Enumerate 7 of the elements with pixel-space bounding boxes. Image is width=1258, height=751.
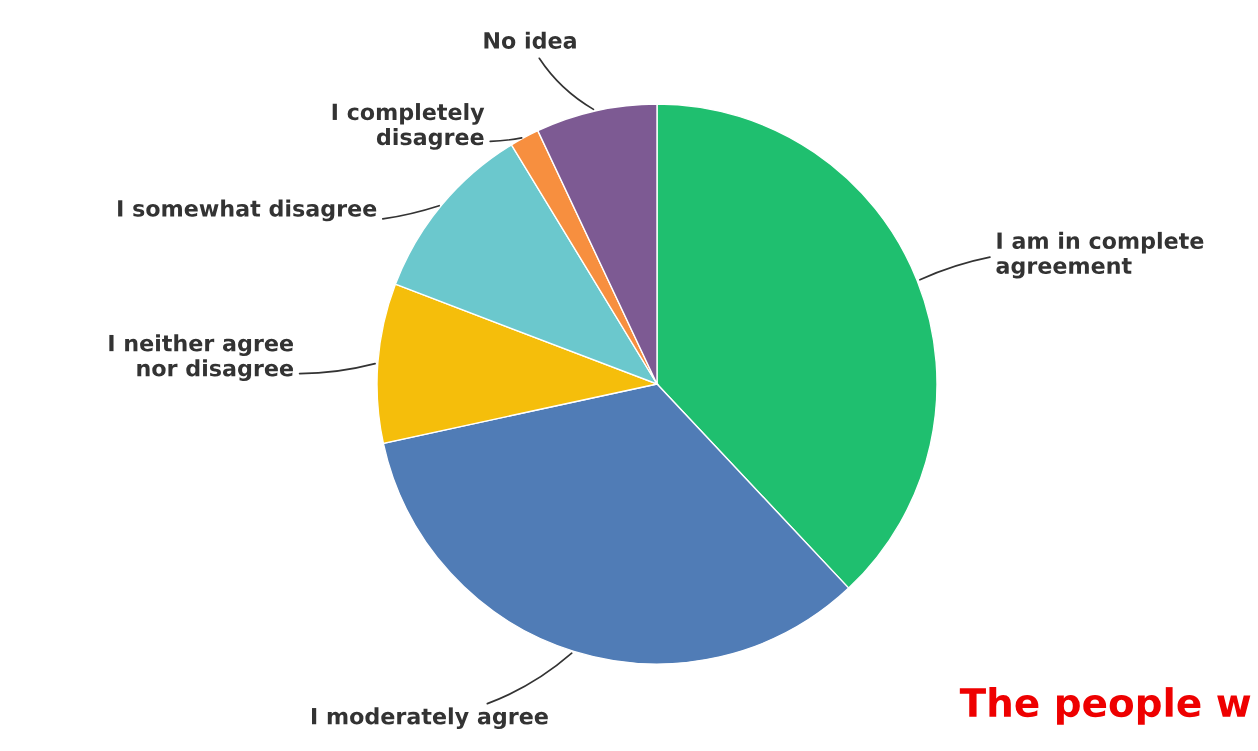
slice-label: I am in complete agreement (996, 231, 1204, 279)
slice-label: I neither agree nor disagree (109, 334, 293, 381)
slice-label: I completely disagree (332, 103, 485, 150)
text: The people w (959, 687, 1251, 725)
slice-label: I somewhat disagree (118, 199, 377, 222)
slice-label: I moderately agree (312, 707, 548, 730)
slice-label: No idea (484, 31, 576, 49)
